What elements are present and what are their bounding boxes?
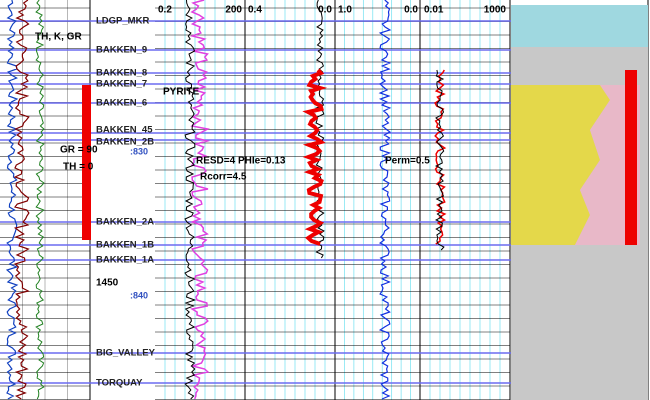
log-curve (13, 0, 30, 400)
log-curve (302, 68, 328, 246)
scale-left: 0.4 (248, 5, 262, 16)
marker-label: BAKKEN_2B (96, 137, 154, 148)
scale-left: 0.2 (158, 5, 172, 16)
marker-label: BAKKEN_1B (96, 240, 154, 251)
marker-label: BAKKEN_8 (96, 68, 147, 79)
marker-label: BAKKEN_9 (96, 45, 147, 56)
depth-label: 1450 (96, 278, 119, 289)
annotation: RESD=4 PHIe=0.13 (196, 156, 286, 167)
marker-label: BIG_VALLEY (96, 348, 156, 359)
log-curve (189, 0, 211, 400)
shale-fill (511, 5, 648, 47)
marker-label: LDGP_MKR (96, 16, 149, 27)
annotation: TH = 0 (63, 162, 94, 173)
red-fill (625, 70, 637, 245)
marker-label: BAKKEN_2A (96, 217, 154, 228)
annotation: Rcorr=4.5 (200, 172, 247, 183)
pink-fill (575, 85, 640, 245)
marker-label: BAKKEN_6 (96, 98, 147, 109)
annotation: Perm=0.5 (385, 156, 430, 167)
annotation: GR = 90 (60, 145, 98, 156)
labels: TH, K, GR 0.2 200 0.4 0.0 1.0 0.0 0.01 1… (35, 5, 506, 389)
marker-label: BAKKEN_7 (96, 79, 147, 90)
scale-right: 200 (225, 5, 242, 16)
log-curve (434, 69, 445, 251)
lithology-track (511, 5, 648, 400)
scale-left: 1.0 (338, 5, 352, 16)
gr-fill (82, 85, 91, 240)
track-label: TH, K, GR (35, 32, 82, 43)
log-curve (434, 69, 447, 245)
depth-tick: :840 (130, 290, 148, 300)
log-curve (378, 0, 392, 400)
depth-tick: :830 (130, 146, 148, 156)
log-curve (184, 0, 197, 400)
marker-label: BAKKEN_45 (96, 125, 153, 136)
marker-label: TORQUAY (96, 378, 143, 389)
marker-label: BAKKEN_1A (96, 255, 154, 266)
curves (5, 0, 447, 400)
sand-fill (511, 85, 610, 245)
scale-right: 0.0 (404, 5, 418, 16)
annotation: PYRITE (163, 87, 199, 98)
scale-left: 0.01 (424, 5, 444, 16)
scale-right: 0.0 (318, 5, 332, 16)
log-curve (35, 0, 45, 400)
scale-right: 1000 (484, 5, 507, 16)
